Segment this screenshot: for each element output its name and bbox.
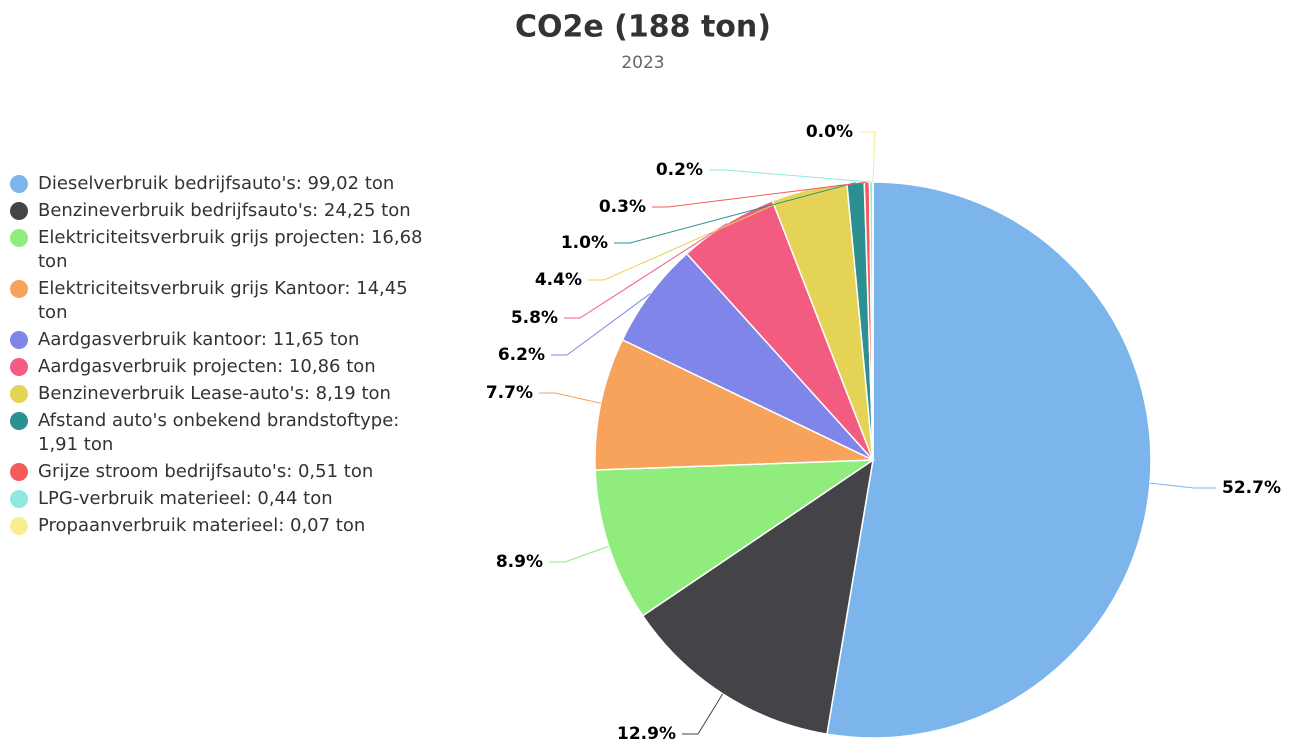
legend-item[interactable]: Benzineverbruik Lease-auto's: 8,19 ton [10, 382, 440, 406]
legend-marker [10, 358, 28, 376]
legend-item[interactable]: Dieselverbruik bedrijfsauto's: 99,02 ton [10, 172, 440, 196]
legend-item[interactable]: Elektriciteitsverbruik grijs projecten: … [10, 226, 440, 274]
legend-label: LPG-verbruik materieel: 0,44 ton [38, 488, 333, 509]
connector [614, 182, 856, 244]
data-label: 1.0% [561, 233, 608, 253]
legend-label: Aardgasverbruik kantoor: 11,65 ton [38, 329, 360, 350]
legend-label: Grijze stroom bedrijfsauto's: 0,51 ton [38, 461, 374, 482]
legend-marker [10, 280, 28, 298]
chart-title: CO2e (188 ton) [515, 10, 771, 45]
legend-label: Propaanverbruik materieel: 0,07 ton [38, 515, 366, 536]
legend-label: Elektriciteitsverbruik grijs projecten: … [38, 227, 423, 272]
legend-label: Benzineverbruik bedrijfsauto's: 24,25 to… [38, 200, 411, 221]
data-label: 7.7% [486, 383, 533, 403]
pie-slice [594, 459, 876, 617]
legend-marker [10, 175, 28, 193]
chart-subtitle: 2023 [621, 53, 664, 73]
legend-marker [10, 331, 28, 349]
connector [1149, 482, 1216, 489]
data-label: 12.9% [617, 724, 676, 744]
connector [682, 693, 724, 735]
legend-label: Dieselverbruik bedrijfsauto's: 99,02 ton [38, 173, 395, 194]
connector [551, 293, 651, 356]
connector [564, 222, 728, 319]
legend-item[interactable]: Aardgasverbruik projecten: 10,86 ton [10, 355, 440, 379]
legend-marker [10, 202, 28, 220]
data-label: 52.7% [1222, 478, 1281, 498]
legend-item[interactable]: Afstand auto's onbekend brandstoftype: 1… [10, 409, 440, 457]
legend-marker [10, 490, 28, 508]
legend-item[interactable]: Elektriciteitsverbruik grijs Kantoor: 14… [10, 277, 440, 325]
legend-marker [10, 385, 28, 403]
connector [859, 131, 876, 183]
legend-marker [10, 517, 28, 535]
data-label: 5.8% [511, 308, 558, 328]
data-label: 0.2% [656, 160, 703, 180]
data-label: 6.2% [498, 345, 545, 365]
legend-marker [10, 463, 28, 481]
connector [652, 181, 867, 208]
legend-marker [10, 229, 28, 247]
data-label: 0.3% [599, 197, 646, 217]
legend-label: Benzineverbruik Lease-auto's: 8,19 ton [38, 383, 391, 404]
legend-item[interactable]: LPG-verbruik materieel: 0,44 ton [10, 487, 440, 511]
legend-marker [10, 412, 28, 430]
pie-slice [641, 458, 875, 736]
legend-label: Aardgasverbruik projecten: 10,86 ton [38, 356, 376, 377]
connector [549, 545, 609, 563]
legend-item[interactable]: Aardgasverbruik kantoor: 11,65 ton [10, 328, 440, 352]
legend-item[interactable]: Propaanverbruik materieel: 0,07 ton [10, 514, 440, 538]
pie-slice [594, 338, 874, 471]
connector [709, 169, 872, 183]
legend-label: Afstand auto's onbekend brandstoftype: 1… [38, 410, 400, 455]
connector [588, 189, 810, 281]
data-label: 4.4% [535, 270, 582, 290]
legend-label: Elektriciteitsverbruik grijs Kantoor: 14… [38, 278, 408, 323]
data-label: 0.0% [806, 122, 853, 142]
legend: Dieselverbruik bedrijfsauto's: 99,02 ton… [10, 172, 440, 541]
legend-item[interactable]: Benzineverbruik bedrijfsauto's: 24,25 to… [10, 199, 440, 223]
legend-item[interactable]: Grijze stroom bedrijfsauto's: 0,51 ton [10, 460, 440, 484]
data-label: 8.9% [496, 552, 543, 572]
pie-slice [826, 181, 1152, 739]
connector [539, 392, 601, 404]
